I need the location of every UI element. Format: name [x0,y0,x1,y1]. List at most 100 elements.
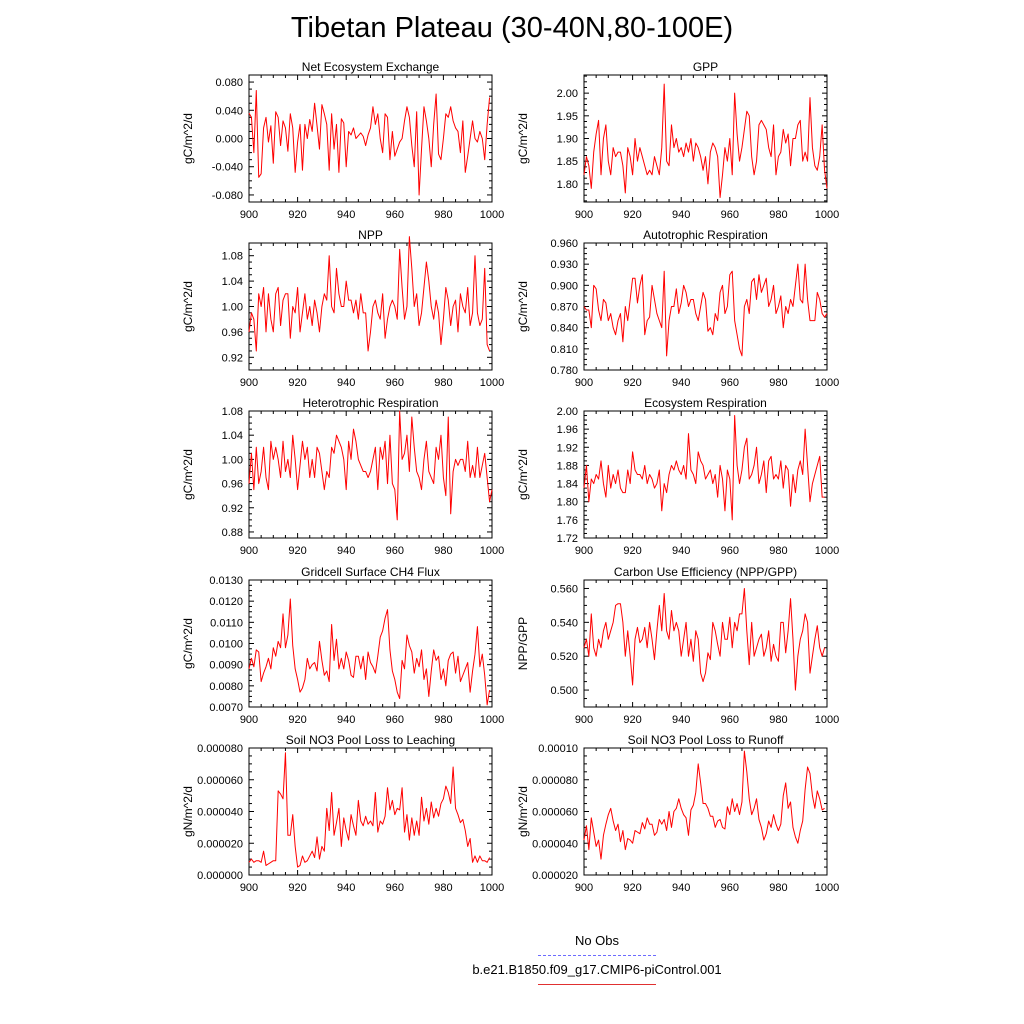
y-tick-label: 1.88 [557,460,578,472]
x-tick-label: 960 [721,377,739,389]
y-tick-label: 1.85 [557,156,578,168]
x-tick-label: 1000 [815,377,839,389]
x-tick-label: 1000 [480,545,504,557]
x-tick-label: 960 [386,714,404,726]
y-tick-label: 1.90 [557,134,578,146]
plot-title: Soil NO3 Pool Loss to Runoff [628,733,785,747]
page-title: Tibetan Plateau (30-40N,80-100E) [290,12,734,44]
y-tick-label: 0.0090 [209,660,243,672]
x-tick-label: 920 [288,377,306,389]
x-tick-label: 940 [337,882,355,894]
y-tick-label: 0.000000 [197,870,243,882]
x-tick-label: 900 [575,545,593,557]
plot-frame [583,410,828,539]
x-tick-label: 940 [672,209,690,221]
x-tick-label: 920 [288,545,306,557]
series-line [583,750,825,860]
plot-title: NPP [358,228,383,242]
x-tick-label: 940 [337,545,355,557]
plot-panel-2: GPP gC/m^2/d 900 920 940 960 980 1000 1.80 1.85 1.… [516,60,839,221]
y-tick-label: 1.80 [557,179,578,191]
legend-model-line [538,984,656,985]
y-axis-label: gN/m^2/d [516,786,530,837]
y-tick-label: 0.000080 [197,743,243,755]
y-tick-label: 2.00 [557,406,578,418]
x-tick-label: 980 [769,209,787,221]
y-tick-label: -0.040 [212,162,243,174]
plot-frame [583,74,828,203]
x-tick-label: 920 [623,209,641,221]
plot-frame [248,410,493,539]
plot-panel-8: Carbon Use Efficiency (NPP/GPP) NPP/GPP 90… [516,565,839,726]
x-tick-label: 960 [721,209,739,221]
y-tick-label: 2.00 [557,88,578,100]
series-line [248,236,491,352]
y-tick-label: 0.870 [550,302,578,314]
x-tick-label: 900 [575,377,593,389]
x-tick-label: 920 [623,545,641,557]
plot-title: GPP [693,60,718,74]
x-tick-label: 1000 [815,209,839,221]
x-tick-label: 1000 [480,377,504,389]
x-tick-label: 980 [769,714,787,726]
y-tick-label: 0.000060 [532,807,578,819]
x-tick-label: 980 [769,545,787,557]
plot-title: Heterotrophic Respiration [302,396,438,410]
y-tick-label: 0.930 [550,259,578,271]
legend-model-label: b.e21.B1850.f09_g17.CMIP6-piControl.001 [472,962,722,977]
y-tick-label: 0.96 [222,479,243,491]
x-tick-label: 1000 [815,882,839,894]
y-tick-label: 0.0080 [209,681,243,693]
y-tick-label: 0.000040 [532,838,578,850]
y-axis-label: NPP/GPP [516,617,530,670]
x-tick-label: 1000 [480,882,504,894]
x-tick-label: 1000 [480,209,504,221]
plot-panel-3: NPP gC/m^2/d 900 920 940 960 980 1000 0.92 0.96 1.… [181,228,504,389]
x-tick-label: 1000 [480,714,504,726]
x-tick-label: 960 [721,714,739,726]
y-tick-label: 0.00010 [538,743,578,755]
y-tick-label: 1.72 [557,533,578,545]
x-tick-label: 900 [240,714,258,726]
plot-title: Carbon Use Efficiency (NPP/GPP) [614,565,797,579]
x-tick-label: 900 [240,545,258,557]
y-tick-label: 1.76 [557,515,578,527]
x-tick-label: 980 [434,545,452,557]
x-tick-label: 940 [672,882,690,894]
x-tick-label: 920 [623,377,641,389]
y-axis-label: gC/m^2/d [181,618,195,669]
x-tick-label: 980 [434,209,452,221]
y-tick-label: 0.000020 [197,838,243,850]
x-tick-label: 980 [769,882,787,894]
series-line [583,415,825,521]
y-tick-label: 0.0070 [209,702,243,714]
y-tick-label: 1.00 [222,302,243,314]
y-tick-label: 0.960 [550,238,578,250]
x-tick-label: 900 [575,209,593,221]
x-tick-label: 920 [623,882,641,894]
x-tick-label: 940 [672,714,690,726]
y-tick-label: 0.0120 [209,596,243,608]
y-tick-label: 0.780 [550,365,578,377]
x-tick-label: 960 [386,377,404,389]
legend-obs-line [538,955,656,956]
y-tick-label: 1.04 [222,276,243,288]
series-line [248,752,491,868]
plot-panel-7: Gridcell Surface CH4 Flux gC/m^2/d 900 920 9… [181,565,504,726]
x-tick-label: 980 [434,714,452,726]
y-tick-label: 1.92 [557,442,578,454]
y-tick-label: 1.80 [557,497,578,509]
y-tick-label: 0.040 [215,105,243,117]
legend-obs-label: No Obs [574,933,620,948]
y-tick-label: 0.540 [550,617,578,629]
plot-panel-5: Heterotrophic Respiration gC/m^2/d 900 920 9… [181,396,504,557]
plot-title: Net Ecosystem Exchange [302,60,440,74]
plot-title: Ecosystem Respiration [644,396,767,410]
plot-panel-6: Ecosystem Respiration gC/m^2/d 900 920 940 96… [516,396,839,557]
y-tick-label: 1.00 [222,454,243,466]
y-tick-label: 0.88 [222,527,243,539]
y-tick-label: 0.520 [550,651,578,663]
y-tick-label: 0.500 [550,685,578,697]
y-tick-label: 0.0100 [209,639,243,651]
x-tick-label: 960 [721,545,739,557]
